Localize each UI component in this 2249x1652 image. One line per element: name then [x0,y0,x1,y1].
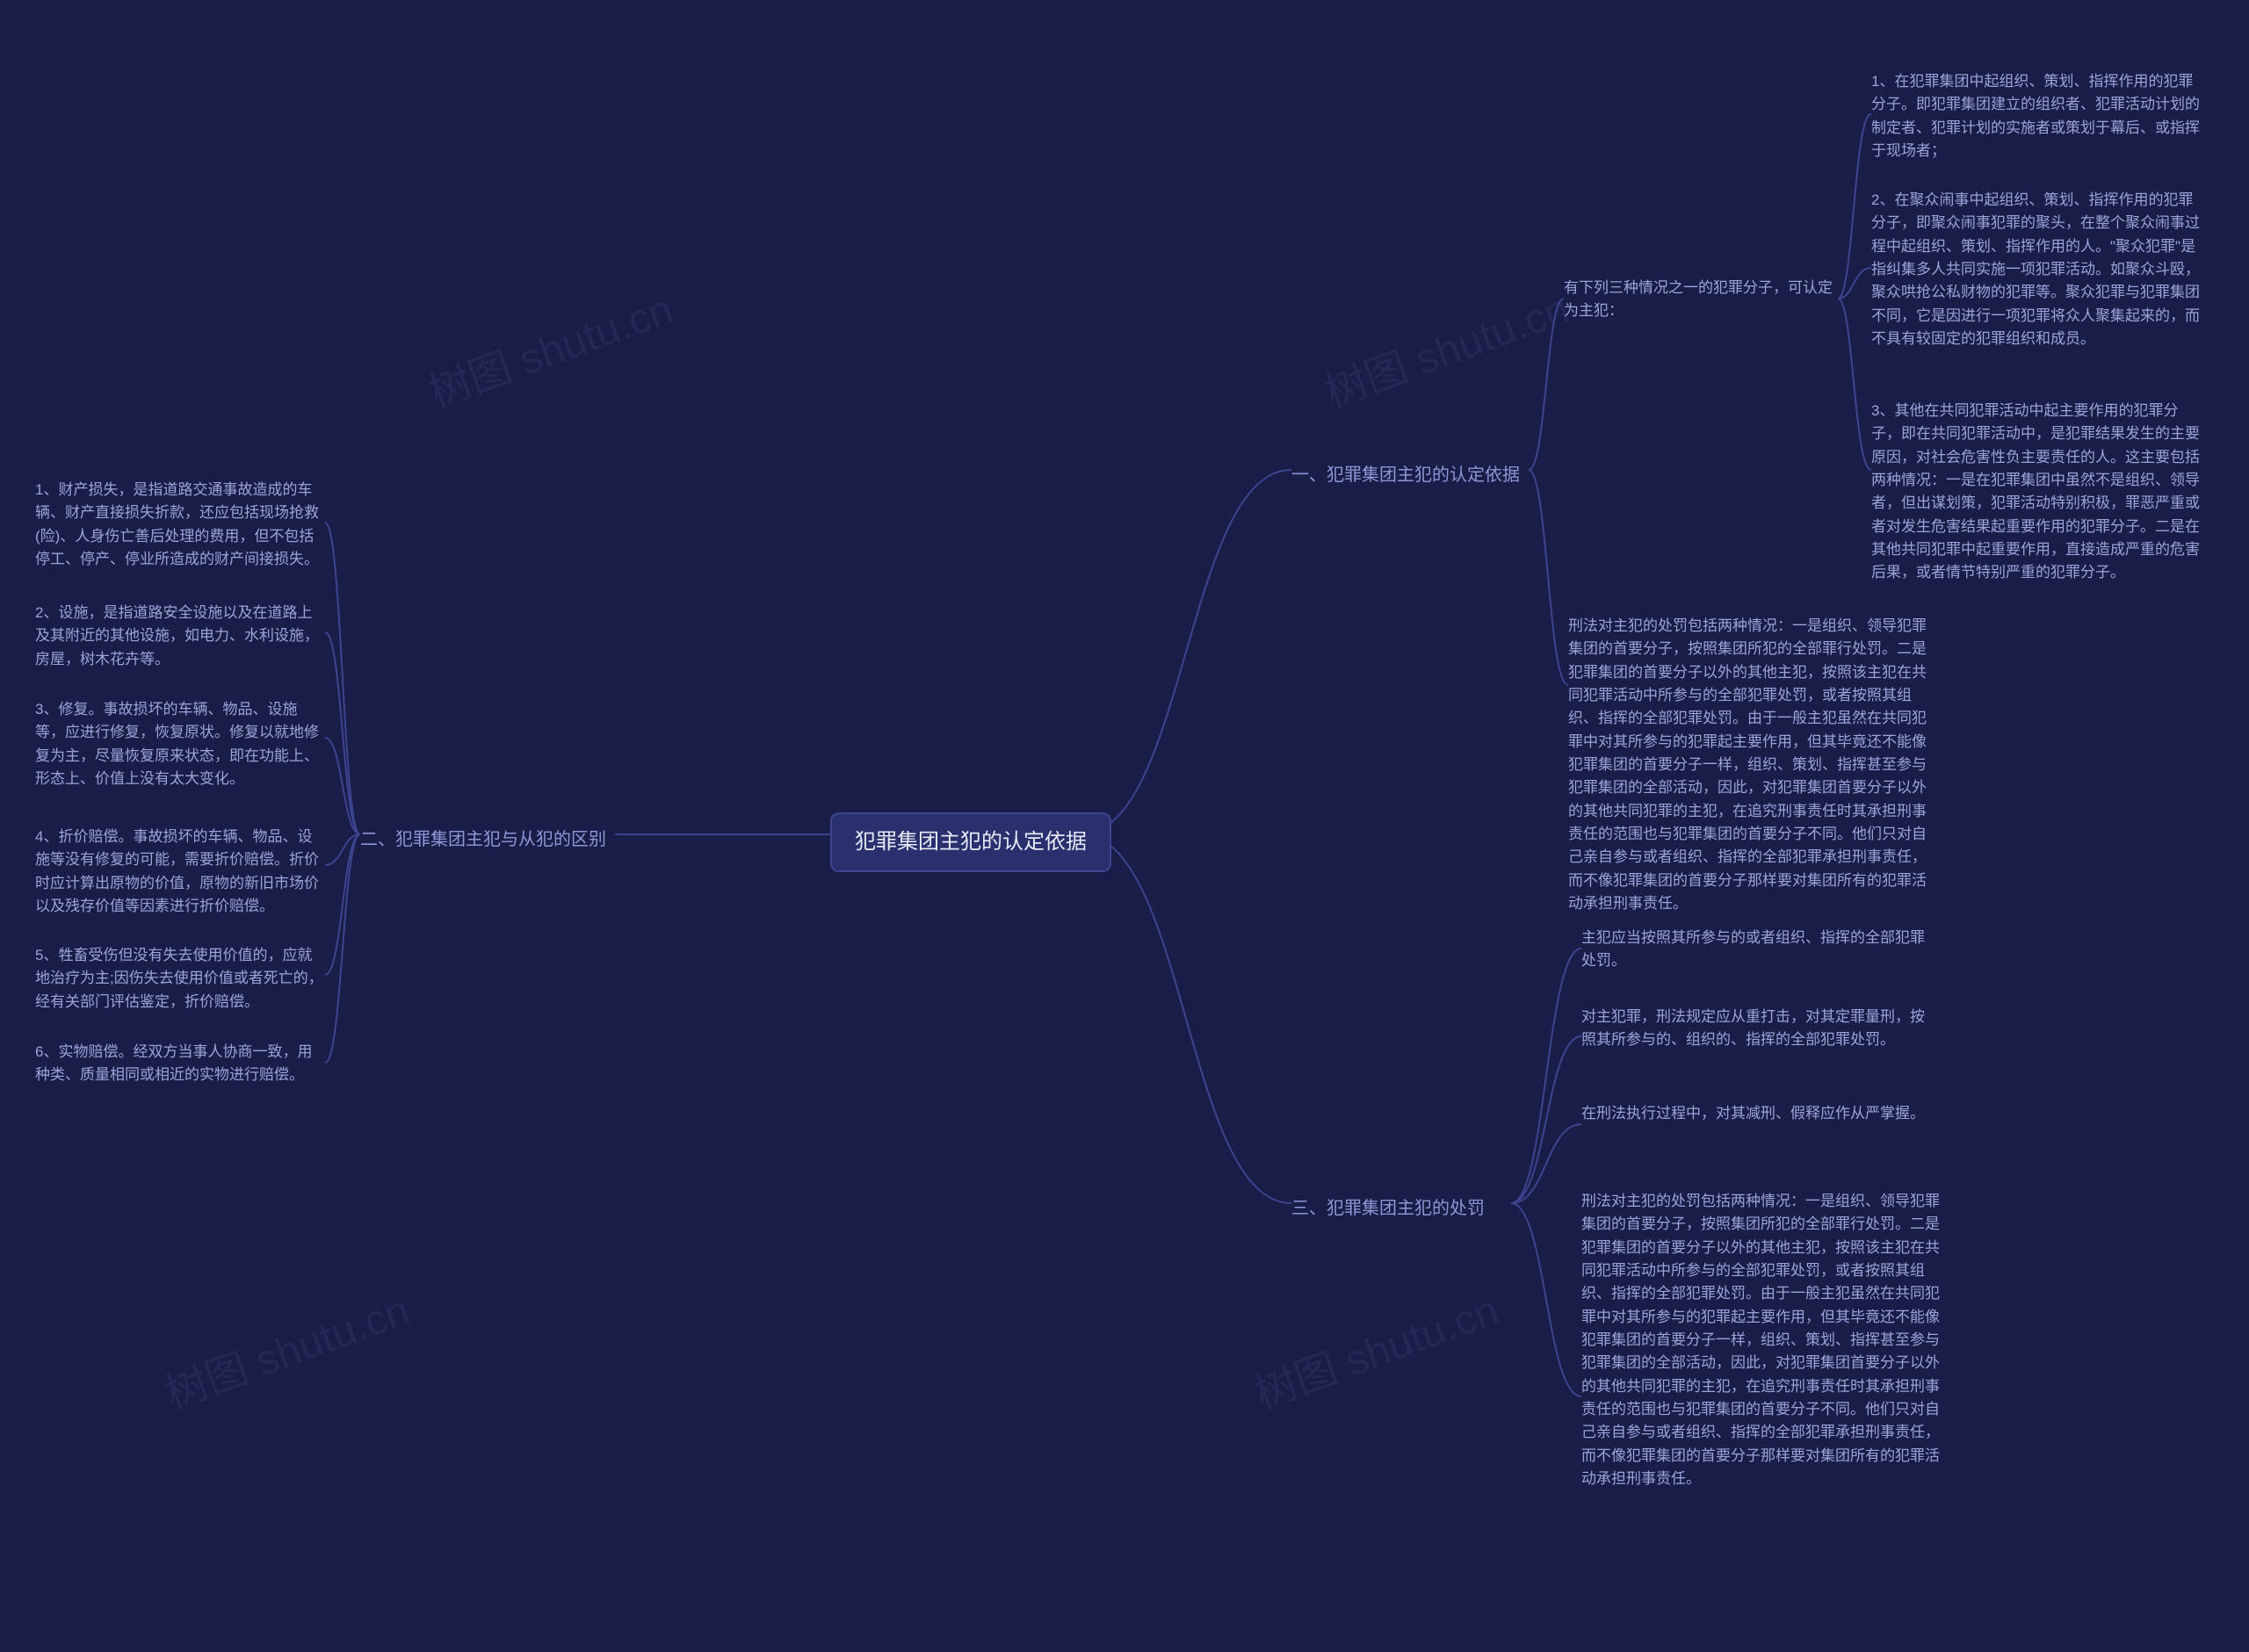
branch-3-leaf-3: 在刑法执行过程中，对其减刑、假释应作从严掌握。 [1581,1102,1925,1125]
branch-1-leaf-3: 3、其他在共同犯罪活动中起主要作用的犯罪分子，即在共同犯罪活动中，是犯罪结果发生… [1871,400,2205,585]
watermark: 树图 shutu.cn [1245,1275,1506,1420]
watermark: 树图 shutu.cn [155,1275,416,1420]
branch-1-leaf-2: 2、在聚众闹事中起组织、策划、指挥作用的犯罪分子，即聚众闹事犯罪的聚头，在整个聚… [1871,189,2205,350]
branch-3-leaf-1: 主犯应当按照其所参与的或者组织、指挥的全部犯罪处罚。 [1581,927,1933,973]
branch-1-leaf-1: 1、在犯罪集团中起组织、策划、指挥作用的犯罪分子。即犯罪集团建立的组织者、犯罪活… [1871,70,2205,162]
branch-2-leaf-3: 3、修复。事故损坏的车辆、物品、设施等，应进行修复，恢复原状。修复以就地修复为主… [35,698,325,790]
branch-2-leaf-4: 4、折价赔偿。事故损坏的车辆、物品、设施等没有修复的可能，需要折价赔偿。折价时应… [35,826,325,918]
branch-3: 三、犯罪集团主犯的处罚 [1291,1190,1485,1227]
watermark: 树图 shutu.cn [419,274,680,419]
branch-1-intro: 有下列三种情况之一的犯罪分子，可认定为主犯： [1564,277,1836,323]
branch-1-leaf-4: 刑法对主犯的处罚包括两种情况：一是组织、领导犯罪集团的首要分子，按照集团所犯的全… [1568,615,1933,915]
branch-2-leaf-2: 2、设施，是指道路安全设施以及在道路上及其附近的其他设施，如电力、水利设施，房屋… [35,602,325,671]
center-node: 犯罪集团主犯的认定依据 [830,812,1111,872]
branch-2: 二、犯罪集团主犯与从犯的区别 [360,821,606,858]
branch-2-leaf-1: 1、财产损失，是指道路交通事故造成的车辆、财产直接损失折款，还应包括现场抢救(险… [35,479,325,571]
branch-2-leaf-6: 6、实物赔偿。经双方当事人协商一致，用种类、质量相同或相近的实物进行赔偿。 [35,1041,325,1087]
watermark: 树图 shutu.cn [1315,274,1576,419]
branch-3-leaf-2: 对主犯罪，刑法规定应从重打击，对其定罪量刑，按照其所参与的、组织的、指挥的全部犯… [1581,1006,1933,1052]
branch-1: 一、犯罪集团主犯的认定依据 [1291,457,1520,494]
branch-2-leaf-5: 5、牲畜受伤但没有失去使用价值的，应就地治疗为主;因伤失去使用价值或者死亡的，经… [35,944,325,1014]
branch-3-leaf-4: 刑法对主犯的处罚包括两种情况：一是组织、领导犯罪集团的首要分子，按照集团所犯的全… [1581,1190,1946,1490]
